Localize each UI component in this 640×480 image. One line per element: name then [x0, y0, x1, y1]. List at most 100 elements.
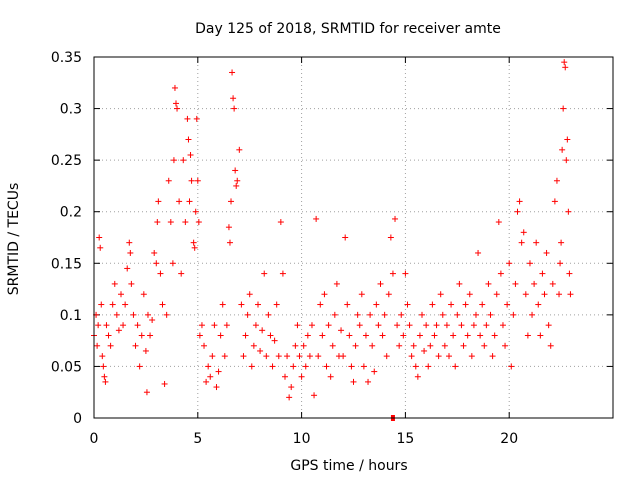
data-point — [298, 373, 305, 380]
data-point — [526, 260, 533, 267]
data-point — [102, 378, 109, 385]
data-point — [464, 332, 471, 339]
data-point — [142, 347, 149, 354]
data-point — [329, 342, 336, 349]
data-point — [94, 342, 101, 349]
data-point — [292, 342, 299, 349]
data-point — [325, 322, 332, 329]
data-point — [244, 311, 251, 318]
data-point — [267, 332, 274, 339]
data-point — [115, 327, 122, 334]
data-point — [229, 69, 236, 76]
data-point — [265, 311, 272, 318]
data-point — [460, 342, 467, 349]
data-point — [561, 59, 568, 66]
data-point — [261, 270, 268, 277]
data-point — [136, 363, 143, 370]
data-point — [154, 219, 161, 226]
data-point — [520, 229, 527, 236]
data-point — [230, 95, 237, 102]
data-point — [191, 244, 198, 251]
data-point — [340, 353, 347, 360]
data-point — [95, 322, 102, 329]
data-point — [306, 353, 313, 360]
data-point — [375, 322, 382, 329]
data-point — [475, 249, 482, 256]
data-point — [109, 301, 116, 308]
data-point — [209, 353, 216, 360]
data-point — [562, 64, 569, 71]
data-point — [512, 280, 519, 287]
data-point — [190, 239, 197, 246]
data-point — [516, 198, 523, 205]
data-point — [193, 115, 200, 122]
data-point — [151, 249, 158, 256]
data-point — [281, 373, 288, 380]
data-point — [535, 301, 542, 308]
data-point — [462, 301, 469, 308]
data-point — [431, 332, 438, 339]
data-point — [186, 198, 193, 205]
data-point — [333, 280, 340, 287]
y-tick-label: 0.35 — [51, 50, 82, 66]
data-point — [134, 322, 141, 329]
data-point — [105, 332, 112, 339]
data-point — [508, 363, 515, 370]
data-point — [497, 270, 504, 277]
data-point — [543, 249, 550, 256]
data-point — [225, 224, 232, 231]
data-point — [263, 353, 270, 360]
data-point — [350, 378, 357, 385]
data-point — [188, 177, 195, 184]
y-tick-label: 0.2 — [60, 205, 82, 221]
data-point — [248, 363, 255, 370]
y-tick-label: 0.25 — [51, 153, 82, 169]
data-point — [277, 219, 284, 226]
data-point — [215, 368, 222, 375]
x-tick-label: 15 — [396, 431, 414, 447]
data-point — [539, 270, 546, 277]
data-point — [514, 208, 521, 215]
x-tick-label: 20 — [500, 431, 518, 447]
data-point — [182, 219, 189, 226]
data-point — [547, 342, 554, 349]
data-point — [284, 353, 291, 360]
data-point — [443, 322, 450, 329]
data-point — [392, 215, 399, 222]
data-point — [130, 311, 137, 318]
data-point — [98, 301, 105, 308]
data-point — [493, 291, 500, 298]
data-point — [184, 115, 191, 122]
data-point — [219, 301, 226, 308]
data-point — [100, 363, 107, 370]
data-point — [257, 347, 264, 354]
data-point — [311, 392, 318, 399]
data-point — [279, 270, 286, 277]
y-tick-label: 0.15 — [51, 256, 82, 272]
data-point — [302, 363, 309, 370]
chart-title: Day 125 of 2018, SRMTID for receiver amt… — [195, 21, 501, 37]
data-point — [358, 291, 365, 298]
data-point — [319, 332, 326, 339]
data-point — [167, 219, 174, 226]
data-point — [394, 322, 401, 329]
data-point — [170, 157, 177, 164]
data-point — [96, 234, 103, 241]
data-point — [187, 151, 194, 158]
data-point — [113, 311, 120, 318]
data-point — [369, 342, 376, 349]
data-point — [327, 373, 334, 380]
data-point — [400, 332, 407, 339]
data-point — [398, 311, 405, 318]
data-point — [381, 311, 388, 318]
data-point — [441, 342, 448, 349]
data-point — [545, 322, 552, 329]
data-point — [304, 332, 311, 339]
data-point — [97, 244, 104, 251]
data-point — [479, 301, 486, 308]
y-axis-label: SRMTID / TECUs — [6, 183, 22, 296]
data-point — [221, 353, 228, 360]
data-point — [269, 363, 276, 370]
data-point — [228, 198, 235, 205]
data-point — [416, 332, 423, 339]
